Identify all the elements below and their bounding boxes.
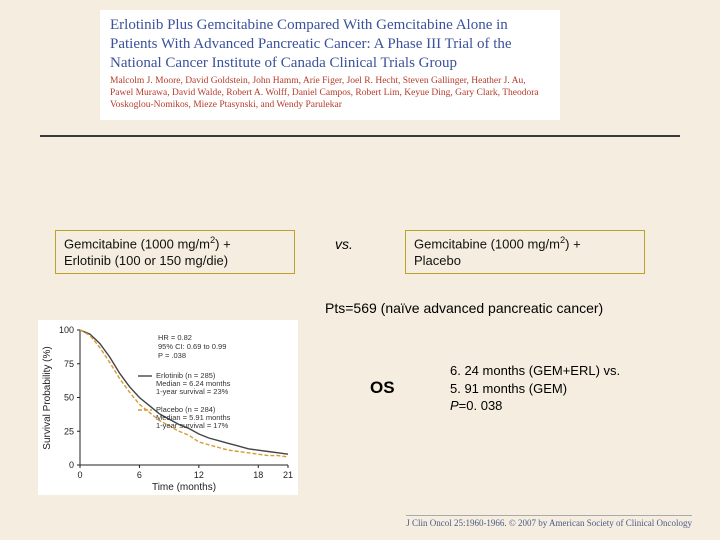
chart-svg: 0 25 50 75 100 0 6 12 18 21 Time (months) Surviv… [38,320,298,495]
arm-text: Gemcitabine (1000 mg/m [414,236,560,251]
svg-text:0: 0 [77,470,82,480]
arm-control: Gemcitabine (1000 mg/m2) + Placebo [405,230,645,274]
svg-text:95% CI: 0.69 to 0.99: 95% CI: 0.69 to 0.99 [158,342,226,351]
paper-title: Erlotinib Plus Gemcitabine Compared With… [110,16,550,72]
svg-text:1-year survival = 17%: 1-year survival = 17% [156,421,229,430]
x-ticks: 0 6 12 18 21 [77,465,293,480]
journal-citation: J Clin Oncol 25:1960-1966. © 2007 by Ame… [406,515,692,528]
os-label: OS [370,378,395,398]
svg-text:6: 6 [137,470,142,480]
arm-text: ) + [215,236,231,251]
arm-text: Placebo [414,253,461,268]
os-p-symbol: P [450,398,459,413]
km-survival-chart: 0 25 50 75 100 0 6 12 18 21 Time (months) Surviv… [38,320,298,495]
paper-header: Erlotinib Plus Gemcitabine Compared With… [100,10,560,120]
arm-text: ) + [565,236,581,251]
svg-text:100: 100 [59,325,74,335]
chart-legend-erl: Erlotinib (n = 285) Median = 6.24 months… [138,371,231,396]
paper-authors: Malcolm J. Moore, David Goldstein, John … [110,76,550,112]
chart-legend-hr: HR = 0.82 95% CI: 0.69 to 0.99 P = .038 [158,333,226,360]
svg-text:1-year survival = 23%: 1-year survival = 23% [156,387,229,396]
patients-summary: Pts=569 (naïve advanced pancreatic cance… [325,300,603,316]
os-line: 5. 91 months (GEM) [450,381,567,396]
x-axis-label: Time (months) [152,482,216,493]
svg-text:21: 21 [283,470,293,480]
os-p-value: =0. 038 [459,398,503,413]
arm-experimental: Gemcitabine (1000 mg/m2) + Erlotinib (10… [55,230,295,274]
arm-text: Gemcitabine (1000 mg/m [64,236,210,251]
svg-text:0: 0 [69,460,74,470]
svg-text:HR = 0.82: HR = 0.82 [158,333,192,342]
svg-text:50: 50 [64,393,74,403]
section-divider [40,135,680,137]
svg-text:25: 25 [64,426,74,436]
svg-text:75: 75 [64,359,74,369]
y-axis-label: Survival Probability (%) [42,346,53,449]
y-ticks: 0 25 50 75 100 [59,325,80,470]
svg-text:12: 12 [194,470,204,480]
chart-legend-pla: Placebo (n = 284) Median = 5.91 months 1… [138,405,231,430]
svg-text:18: 18 [253,470,263,480]
arm-text: Erlotinib (100 or 150 mg/die) [64,253,228,268]
os-line: 6. 24 months (GEM+ERL) vs. [450,363,620,378]
vs-label: vs. [335,236,353,252]
svg-text:P = .038: P = .038 [158,351,186,360]
os-result: 6. 24 months (GEM+ERL) vs. 5. 91 months … [450,362,620,415]
